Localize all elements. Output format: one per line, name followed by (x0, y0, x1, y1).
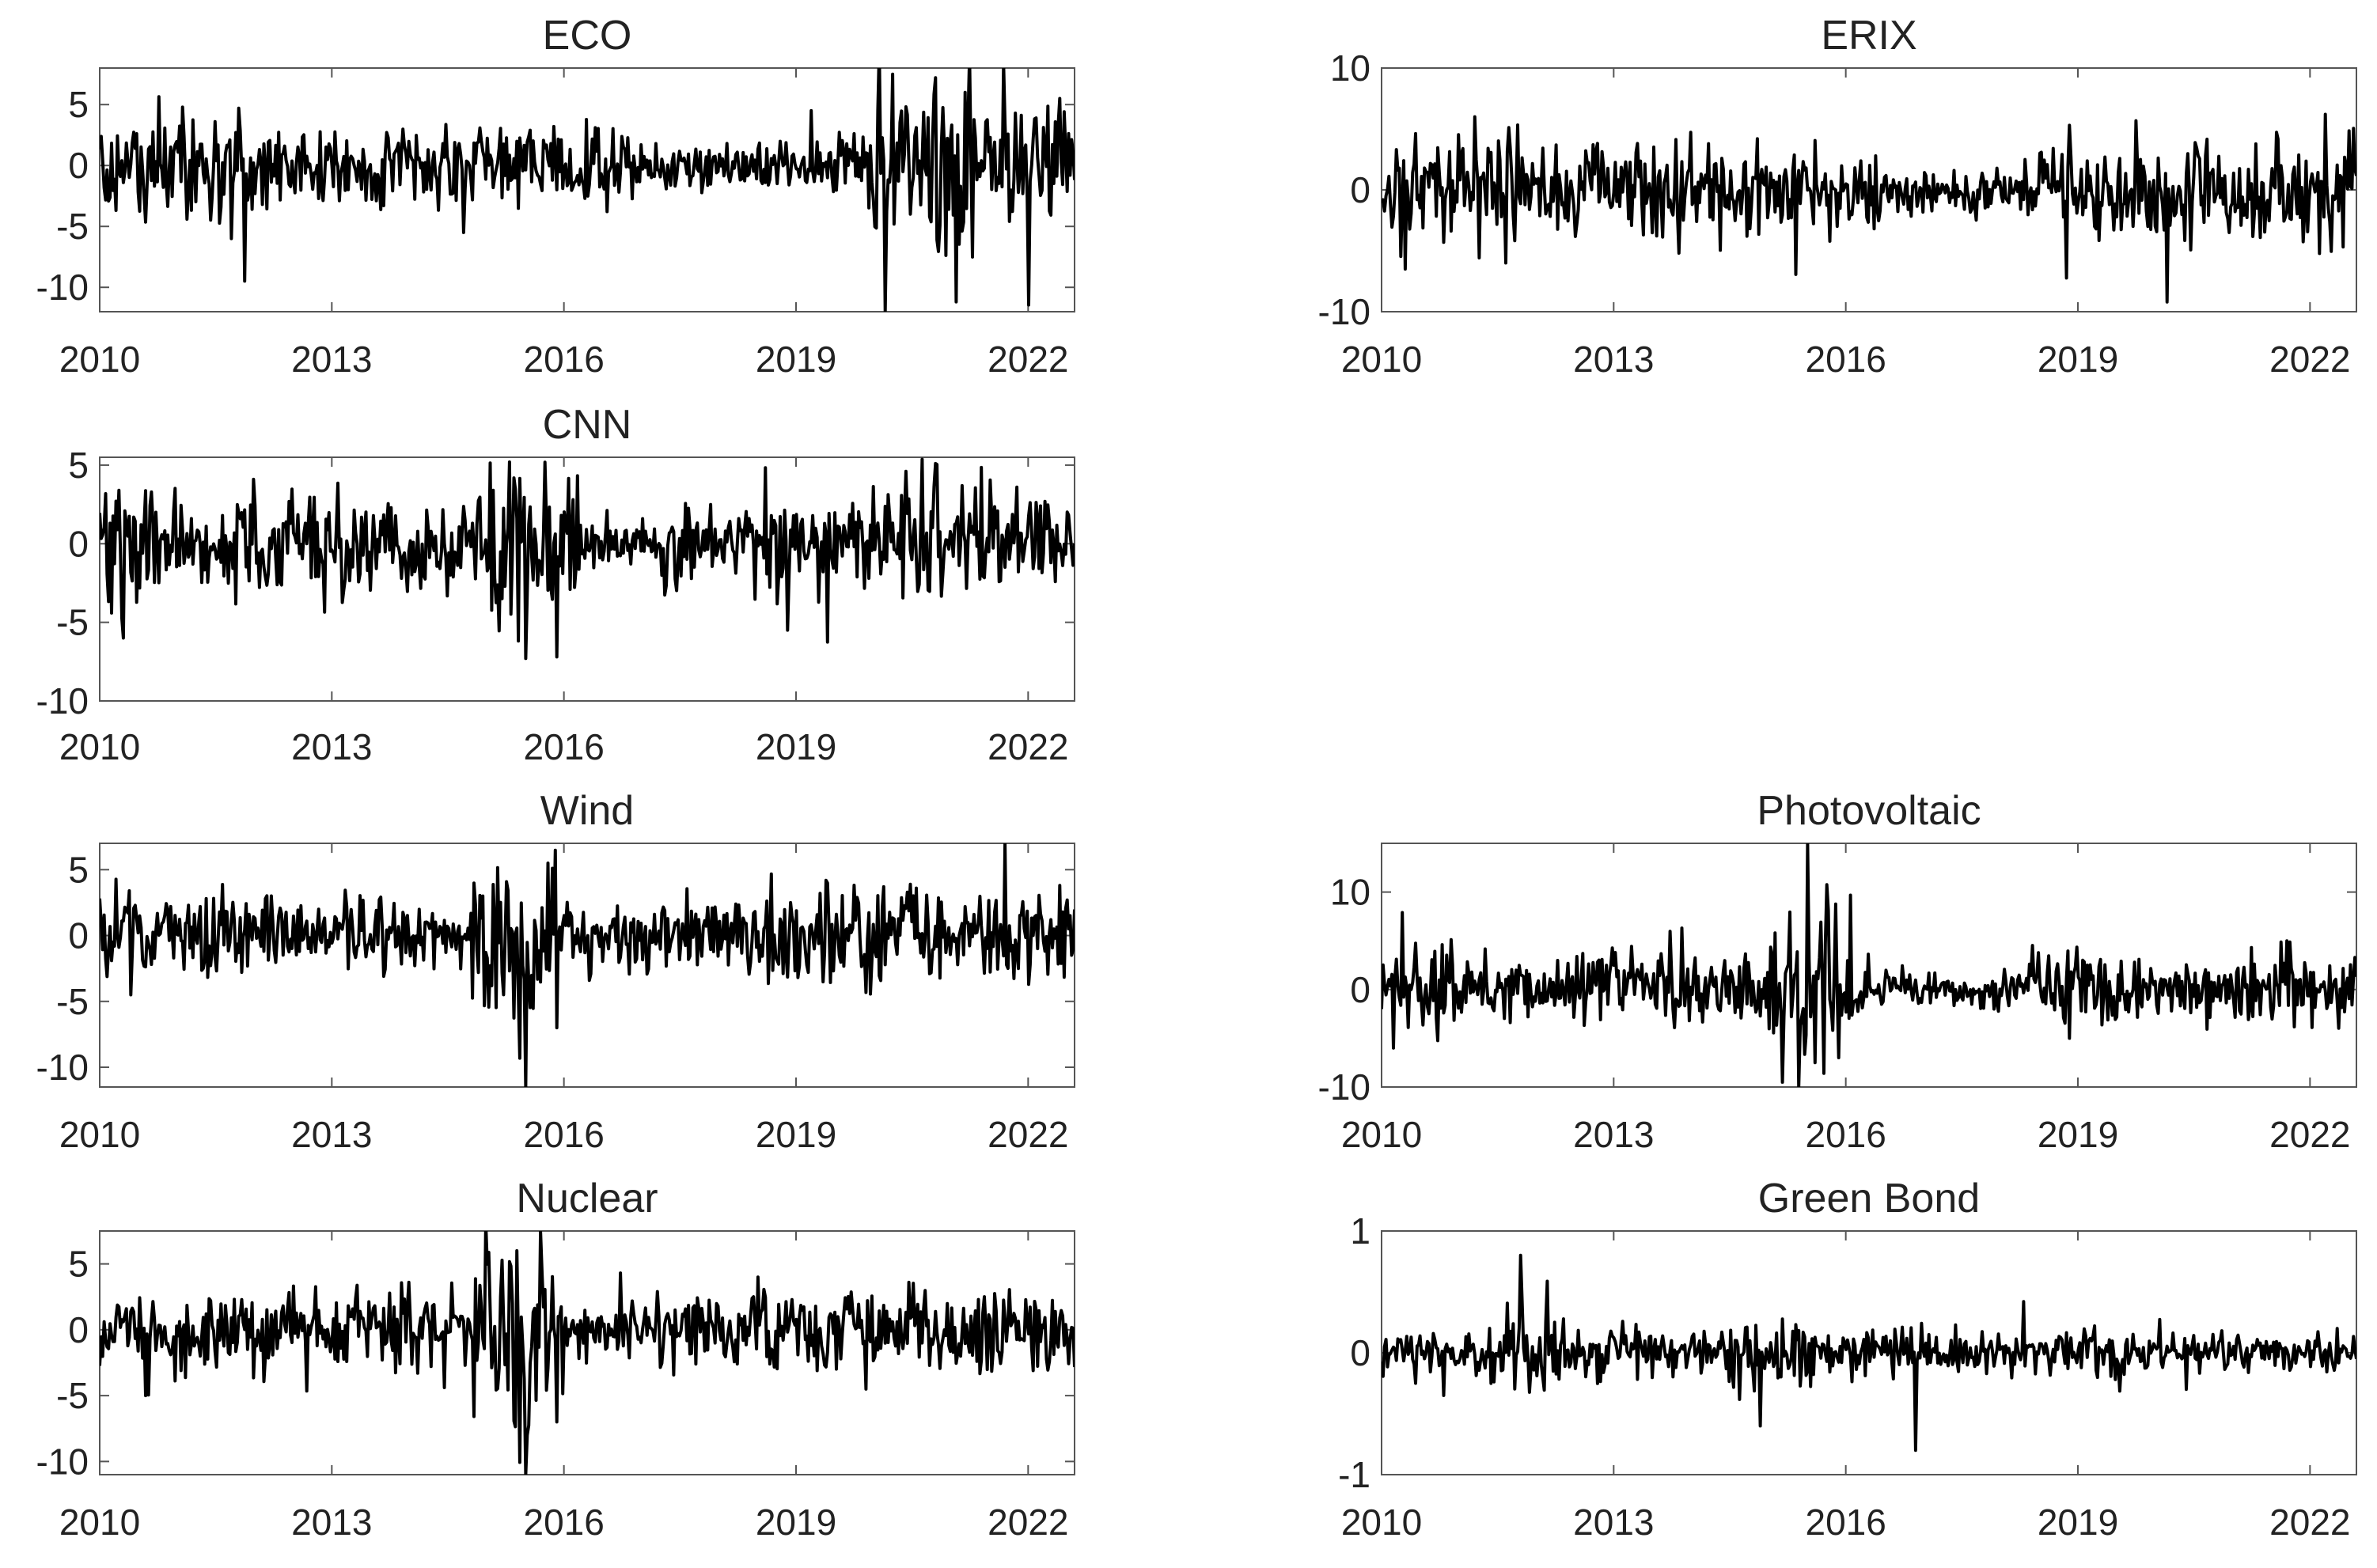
chart-cnn-ytick-label: 5 (68, 445, 89, 486)
chart-cnn-xtick-label: 2010 (59, 726, 140, 767)
chart-cnn-series-line (100, 457, 1075, 661)
chart-cnn-ytick-label: -5 (56, 602, 89, 643)
chart-nuclear-ytick-label: 5 (68, 1244, 89, 1285)
chart-erix-xtick-label: 2016 (1805, 339, 1886, 380)
chart-eco-xtick-label: 2010 (59, 339, 140, 380)
chart-erix-xtick-label: 2013 (1573, 339, 1654, 380)
chart-nuclear-ytick-label: 0 (68, 1309, 89, 1350)
chart-wind-ytick-label: -5 (56, 981, 89, 1022)
chart-photovoltaic-xtick-label: 2019 (2038, 1114, 2118, 1155)
chart-nuclear-xtick-label: 2010 (59, 1502, 140, 1543)
chart-wind-xtick-label: 2016 (523, 1114, 604, 1155)
chart-photovoltaic: Photovoltaic 2010 2013 2016 2019 2022 10 0 -10 (1318, 788, 2357, 1155)
chart-eco-title: ECO (543, 13, 632, 59)
chart-green-bond-ytick-label: 0 (1350, 1332, 1370, 1373)
chart-eco-ytick-label: -10 (36, 267, 89, 308)
chart-cnn-xtick-label: 2019 (756, 726, 836, 767)
chart-wind-xtick-label: 2022 (988, 1114, 1068, 1155)
chart-green-bond-xtick-label: 2022 (2269, 1502, 2350, 1543)
chart-nuclear-xtick-label: 2016 (523, 1502, 604, 1543)
chart-nuclear-ytick-label: -5 (56, 1375, 89, 1416)
chart-nuclear-series-line (100, 1231, 1075, 1475)
chart-eco: ECO 2010 2013 2016 2019 2022 5 0 -5 -10 (36, 13, 1075, 380)
chart-cnn-ytick-label: 0 (68, 523, 89, 564)
chart-wind-axes-box (99, 843, 1075, 1088)
chart-green-bond-xtick-label: 2019 (2038, 1502, 2118, 1543)
chart-nuclear-xtick-label: 2013 (291, 1502, 372, 1543)
chart-cnn-xtick-label: 2016 (523, 726, 604, 767)
chart-erix-ytick-label: -10 (1318, 291, 1370, 332)
chart-eco-xtick-label: 2013 (291, 339, 372, 380)
chart-wind-ytick-label: 5 (68, 849, 89, 890)
chart-erix-series-line (1382, 112, 2356, 304)
chart-photovoltaic-ytick-label: 10 (1330, 872, 1370, 913)
chart-wind-title: Wind (540, 788, 634, 834)
chart-green-bond-ytick-label: 1 (1350, 1210, 1370, 1252)
chart-cnn: CNN 2010 2013 2016 2019 2022 5 0 -5 -10 (36, 402, 1075, 767)
chart-erix-xtick-label: 2019 (2038, 339, 2118, 380)
chart-eco-ytick-label: 0 (68, 145, 89, 186)
chart-eco-xtick-label: 2022 (988, 339, 1068, 380)
chart-photovoltaic-ytick-label: -10 (1318, 1066, 1370, 1108)
chart-eco-xtick-label: 2016 (523, 339, 604, 380)
chart-photovoltaic-xtick-label: 2022 (2269, 1114, 2350, 1155)
chart-nuclear: Nuclear 2010 2013 2016 2019 2022 5 0 -5 -10 (36, 1176, 1075, 1543)
chart-erix-xtick-label: 2010 (1341, 339, 1422, 380)
chart-cnn-xtick-label: 2013 (291, 726, 372, 767)
chart-cnn-title: CNN (543, 402, 632, 448)
chart-wind-series-line (100, 843, 1075, 1087)
chart-green-bond: Green Bond 2010 2013 2016 2019 2022 1 0 -1 (1338, 1176, 2357, 1543)
chart-photovoltaic-ytick-label: 0 (1350, 969, 1370, 1010)
chart-eco-series-line (100, 68, 1075, 312)
chart-wind-xtick-label: 2013 (291, 1114, 372, 1155)
chart-green-bond-ytick-label: -1 (1338, 1454, 1370, 1495)
chart-green-bond-xtick-label: 2016 (1805, 1502, 1886, 1543)
chart-cnn-axes-box (99, 456, 1075, 702)
chart-erix-ytick-label: 10 (1330, 47, 1370, 89)
chart-green-bond-xtick-label: 2013 (1573, 1502, 1654, 1543)
chart-green-bond-title: Green Bond (1758, 1176, 1980, 1221)
chart-nuclear-xtick-label: 2019 (756, 1502, 836, 1543)
chart-wind-xtick-label: 2010 (59, 1114, 140, 1155)
chart-photovoltaic-xtick-label: 2016 (1805, 1114, 1886, 1155)
chart-nuclear-title: Nuclear (516, 1176, 658, 1221)
chart-wind-xtick-label: 2019 (756, 1114, 836, 1155)
chart-cnn-ytick-label: -10 (36, 680, 89, 722)
chart-photovoltaic-xtick-label: 2013 (1573, 1114, 1654, 1155)
chart-eco-xtick-label: 2019 (756, 339, 836, 380)
chart-cnn-xtick-label: 2022 (988, 726, 1068, 767)
chart-wind-ytick-label: -10 (36, 1047, 89, 1088)
chart-photovoltaic-xtick-label: 2010 (1341, 1114, 1422, 1155)
chart-erix: ERIX 2010 2013 2016 2019 2022 10 0 -10 (1318, 13, 2357, 380)
chart-green-bond-xtick-label: 2010 (1341, 1502, 1422, 1543)
chart-nuclear-xtick-label: 2022 (988, 1502, 1068, 1543)
chart-wind-ytick-label: 0 (68, 915, 89, 956)
chart-eco-ytick-label: -5 (56, 206, 89, 247)
chart-photovoltaic-series-line (1382, 843, 2356, 1087)
chart-nuclear-ytick-label: -10 (36, 1441, 89, 1482)
chart-eco-axes-box (99, 67, 1075, 312)
chart-photovoltaic-title: Photovoltaic (1757, 788, 1981, 834)
chart-green-bond-series-line (1382, 1253, 2356, 1452)
chart-wind: Wind 2010 2013 2016 2019 2022 5 0 -5 -10 (36, 788, 1075, 1155)
chart-erix-title: ERIX (1821, 13, 1916, 59)
chart-erix-ytick-label: 0 (1350, 169, 1370, 210)
chart-erix-xtick-label: 2022 (2269, 339, 2350, 380)
chart-eco-ytick-label: 5 (68, 84, 89, 125)
